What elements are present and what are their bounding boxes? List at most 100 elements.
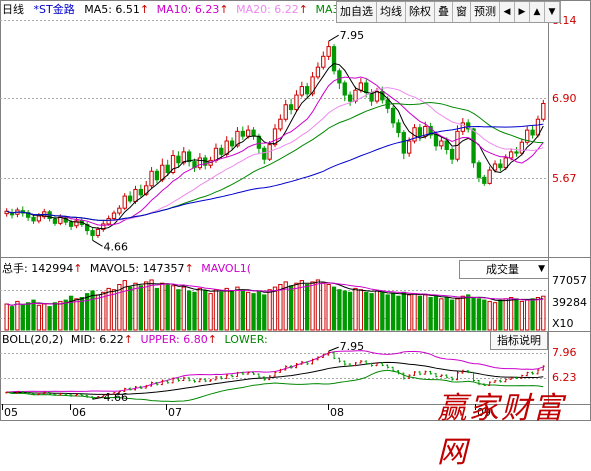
mavol5-up-arrow-icon: ↑: [184, 262, 194, 275]
candle-body: [144, 185, 149, 195]
candle-body: [315, 66, 321, 78]
candle-body: [305, 86, 310, 95]
volume-bar: [530, 298, 535, 331]
volume-bar: [535, 297, 541, 331]
volume-bar: [514, 298, 519, 331]
add-watchlist-button[interactable]: 加自选: [337, 2, 377, 22]
volume-bar: [127, 286, 133, 331]
scroll-left-icon[interactable]: ◀: [500, 2, 515, 22]
volume-bar: [380, 291, 385, 331]
candle-body: [466, 122, 471, 130]
volume-bar: [396, 295, 401, 331]
candle-body: [294, 94, 299, 111]
volume-bar: [385, 294, 390, 331]
stock-chart[interactable]: 7.954.66 7.954.66 8.146.905.677705739284…: [0, 0, 591, 421]
candle-body: [347, 94, 353, 102]
indicator-help-button[interactable]: 指标说明: [490, 331, 548, 350]
candle-body: [181, 151, 186, 164]
indicator-select-value: 成交量: [486, 263, 519, 276]
volume-bar: [358, 289, 364, 331]
volume-bar: [331, 286, 337, 331]
volume-bar: [31, 299, 36, 331]
mavol5-label: MAVOL5:: [89, 262, 143, 275]
candle-body: [482, 176, 487, 184]
candle-body: [176, 155, 181, 164]
volume-bar: [305, 284, 310, 331]
volume-bar: [165, 284, 170, 331]
scroll-right-icon[interactable]: ▶: [515, 2, 530, 22]
candle-body: [492, 163, 498, 171]
volume-bar: [466, 294, 471, 331]
volume-bar: [20, 304, 25, 331]
volume-bar: [122, 280, 127, 331]
candle-body: [149, 170, 154, 187]
volume-bar: [79, 297, 84, 331]
volume-total-value: 142994: [31, 262, 74, 275]
volume-bar: [364, 291, 369, 331]
candle-body: [439, 140, 444, 147]
candle-body: [138, 188, 144, 196]
volume-bar: [117, 284, 122, 331]
candle-body: [111, 212, 117, 219]
boll-mid-line: [6, 361, 544, 395]
period-label: 日线: [2, 3, 24, 16]
volume-bar: [262, 294, 267, 331]
chart-toolbar: 加自选 均线 除权 叠 窗 预测 ◀ ▶ ▲ ▼: [336, 1, 561, 23]
ma5-value: 6.51: [115, 3, 140, 16]
ex-rights-button[interactable]: 除权: [406, 2, 435, 22]
volume-bar: [256, 290, 262, 331]
moving-average-button[interactable]: 均线: [377, 2, 406, 22]
candle-body: [186, 151, 192, 163]
forecast-button[interactable]: 预测: [471, 2, 500, 22]
candle-body: [31, 216, 36, 222]
candle-body: [417, 127, 423, 137]
ma60-line: [6, 123, 544, 221]
zoom-out-icon[interactable]: ▼: [545, 2, 560, 22]
price-candles: 7.95 4.66: [4, 29, 546, 253]
ma10-up-arrow-icon: ↑: [219, 3, 229, 16]
candle-body: [353, 89, 358, 102]
candle-body: [235, 130, 240, 147]
volume-bar: [444, 297, 449, 331]
volume-bar: [68, 295, 74, 331]
volume-bar: [235, 286, 240, 331]
high-marker-line: [328, 34, 339, 42]
volume-bar: [149, 279, 154, 331]
date-axis-label: 08: [330, 406, 344, 419]
volume-bar: [106, 287, 111, 331]
volume-bar: [519, 300, 525, 331]
candle-body: [476, 162, 482, 178]
ma5-label: MA5:: [84, 3, 116, 16]
candle-body: [508, 151, 514, 159]
indicator-select[interactable]: 成交量 ▼: [459, 260, 549, 279]
window-button[interactable]: 窗: [453, 2, 471, 22]
ma5-up-arrow-icon: ↑: [139, 3, 150, 16]
candle-body: [337, 70, 342, 84]
volume-total-label: 总手:: [2, 262, 32, 275]
volume-bar: [95, 294, 101, 331]
volume-axis-label: 39284: [552, 296, 587, 309]
candle-body: [117, 207, 122, 214]
volume-bar: [251, 293, 256, 331]
volume-bar: [272, 286, 278, 331]
volume-bar: [525, 299, 530, 331]
overlay-button[interactable]: 叠: [435, 2, 453, 22]
candle-body: [106, 217, 111, 225]
candle-body: [299, 86, 304, 96]
boll-mid-value: 6.22: [99, 333, 124, 346]
volume-bar: [412, 293, 417, 331]
volume-bar: [326, 284, 331, 331]
volume-bar: [541, 295, 546, 331]
volume-bar: [439, 298, 444, 331]
volume-bar: [460, 295, 465, 331]
candle-body: [213, 147, 219, 161]
candle-body: [310, 76, 315, 95]
volume-axis-label: 77057: [552, 274, 587, 287]
boll-lines: 7.95 4.66: [5, 340, 545, 404]
volume-bar: [101, 291, 106, 331]
zoom-in-icon[interactable]: ▲: [530, 2, 545, 22]
volume-bar: [433, 295, 439, 331]
volume-bar: [219, 291, 224, 331]
price-header: 日线 *ST金路 MA5: 6.51↑ MA10: 6.23↑ MA20: 6.…: [2, 1, 350, 19]
candle-body: [224, 140, 229, 155]
